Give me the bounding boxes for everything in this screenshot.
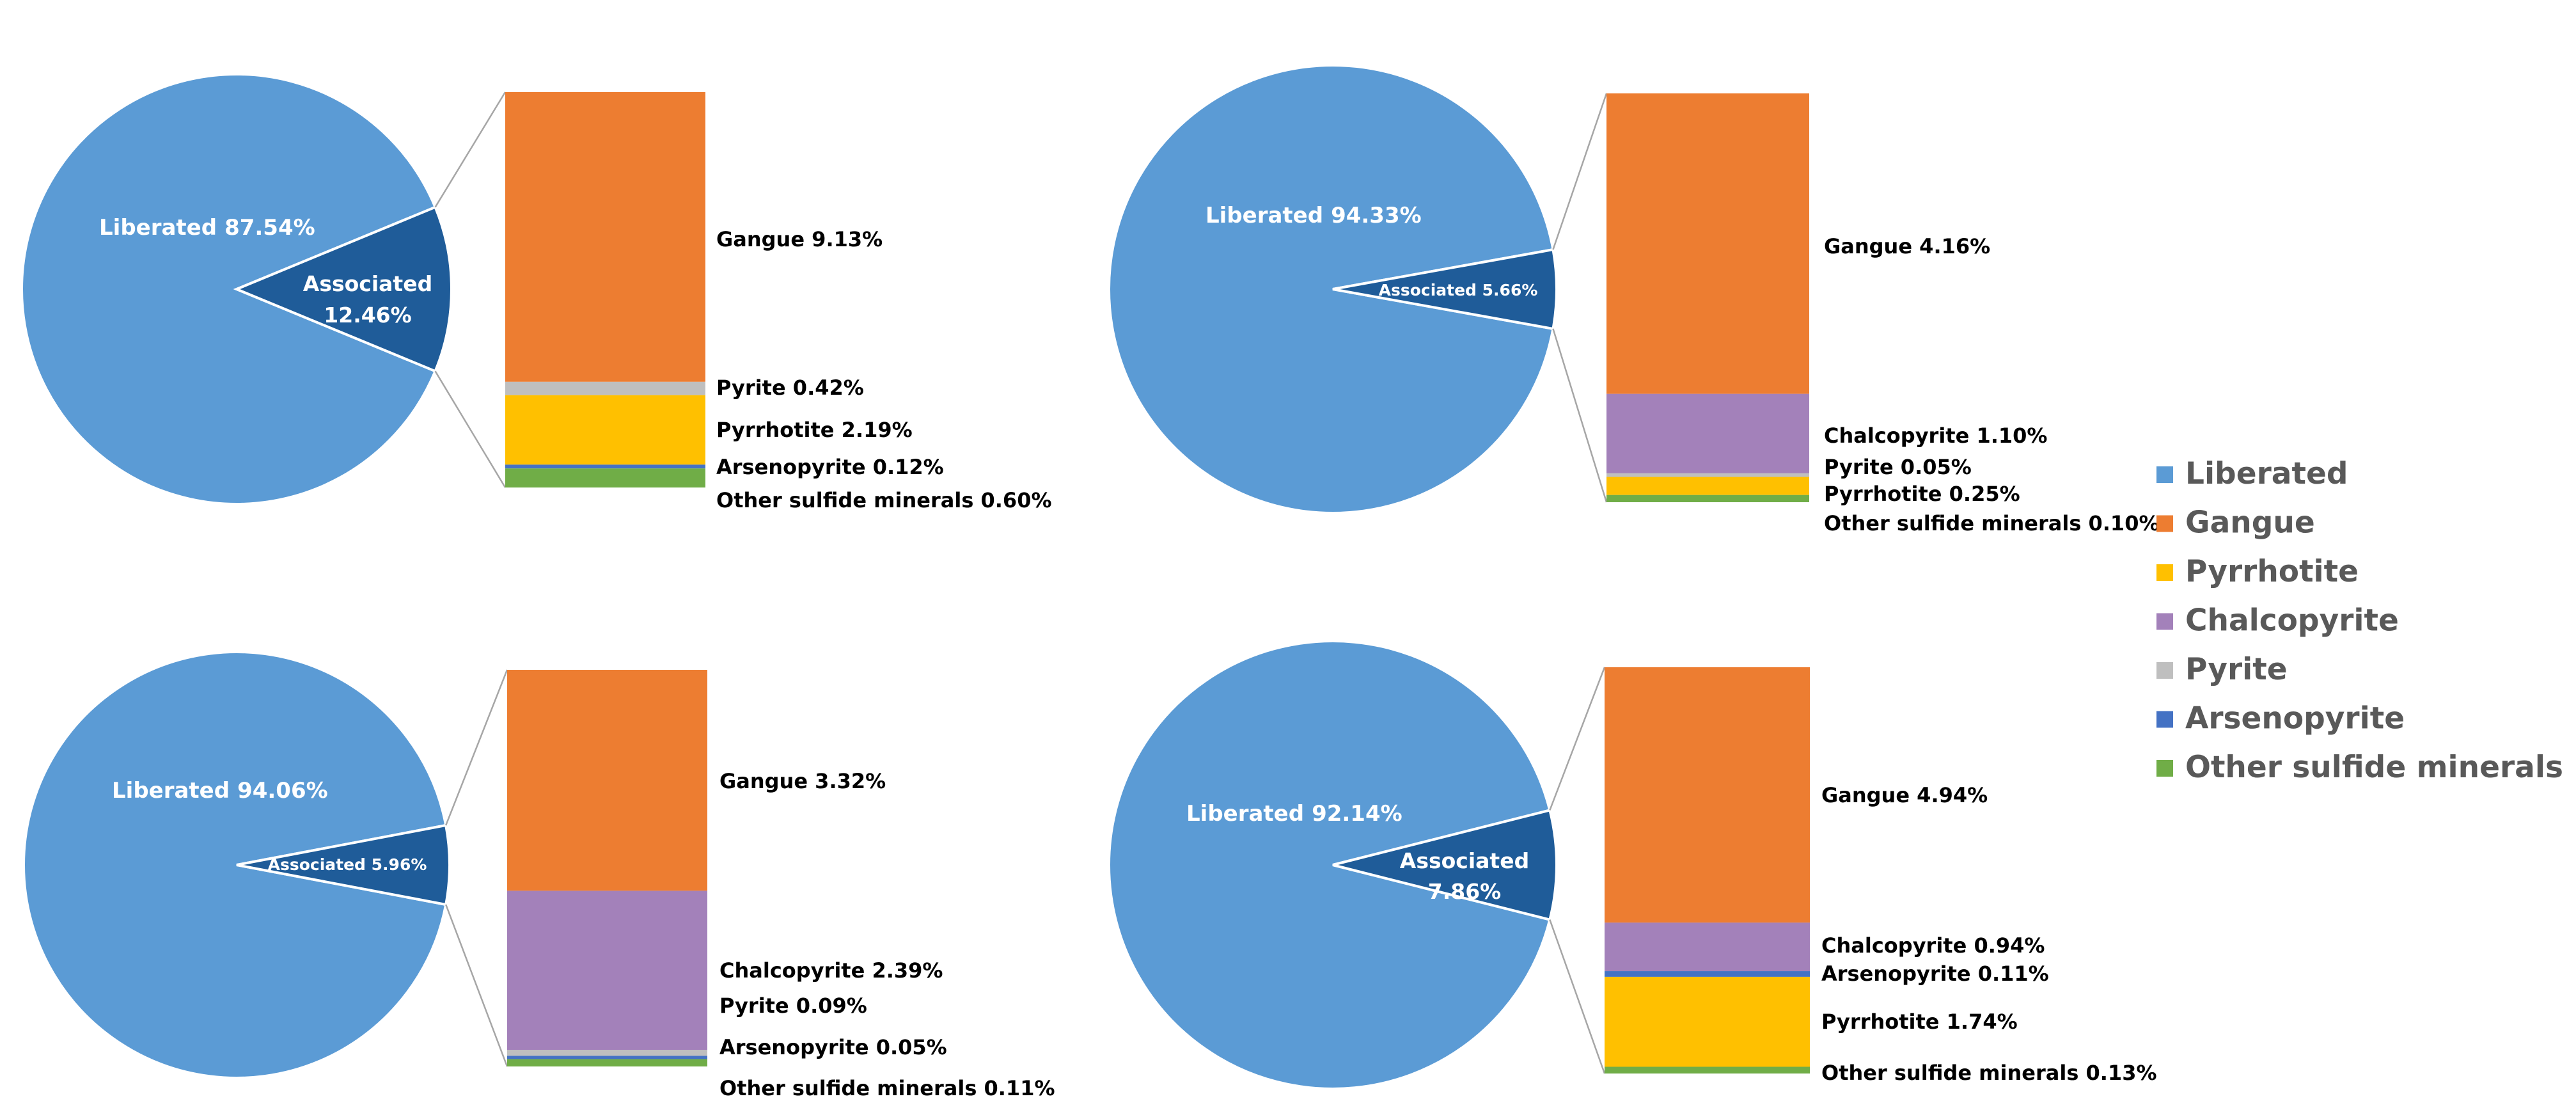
connector-line-bottom: [1549, 919, 1606, 1074]
bar-segment-pyrite: [505, 381, 705, 395]
pie-label-liberated-value: 87.54%: [224, 215, 315, 241]
bar-label-gangue: Gangue 9.13%: [716, 227, 883, 251]
pie-slice-associated: [1332, 248, 1558, 331]
legend-label-liberated: Liberated: [2185, 456, 2348, 491]
legend-swatch-liberated: [2156, 466, 2173, 483]
bar-label-pyrite: Pyrite 0.42%: [716, 376, 864, 400]
legend-label-chalcopyrite: Chalcopyrite: [2185, 603, 2399, 638]
pie-label-liberated: Liberated 92.14%: [1186, 801, 1402, 827]
pie-label-associated: Associated 5.66%: [1379, 281, 1538, 299]
legend-swatch-gangue: [2156, 515, 2173, 532]
pie-slice-associated: [233, 205, 453, 373]
bar-label-other-sulfide-minerals: Other sulfide minerals 0.13%: [1821, 1061, 2157, 1085]
connector-line-bottom: [434, 370, 507, 488]
legend-label-other-sulfide-minerals: Other sulfide minerals: [2185, 750, 2563, 785]
bar-segment-chalcopyrite: [1605, 923, 1810, 972]
connector-line-bottom: [1552, 328, 1608, 503]
pie-label-liberated: Liberated 94.33%: [1206, 203, 1422, 228]
legend-swatch-arsenopyrite: [2156, 711, 2173, 728]
bar-segment-arsenopyrite: [505, 464, 705, 469]
pie-label-liberated-value: 94.06%: [237, 778, 328, 804]
bar-segment-pyrrhotite: [1605, 976, 1810, 1067]
pie-label-associated-value: 12.46%: [324, 303, 411, 328]
bar-label-gangue: Gangue 3.32%: [719, 769, 886, 793]
pie-label-liberated-name: Liberated: [99, 215, 217, 241]
connector-line-top: [434, 91, 507, 208]
bar-segment-arsenopyrite: [1605, 971, 1810, 977]
bar-segment-gangue: [1605, 667, 1810, 923]
bar-segment-chalcopyrite: [1606, 393, 1809, 473]
legend-swatch-pyrrhotite: [2156, 564, 2173, 581]
bar-segment-pyrrhotite: [505, 395, 705, 465]
bar-label-chalcopyrite: Chalcopyrite 2.39%: [719, 958, 943, 983]
bar-segment-other-sulfide-minerals: [1606, 495, 1809, 502]
legend-swatch-other-sulfide-minerals: [2156, 760, 2173, 777]
bar-label-arsenopyrite: Arsenopyrite 0.05%: [719, 1035, 947, 1059]
bar-label-other-sulfide-minerals: Other sulfide minerals 0.60%: [716, 488, 1052, 512]
pie-label-liberated-name: Liberated: [112, 778, 230, 804]
bar-segment-arsenopyrite: [507, 1056, 707, 1059]
legend-swatch-pyrite: [2156, 662, 2173, 679]
bar-segment-pyrrhotite: [1606, 477, 1809, 495]
bar-segment-chalcopyrite: [507, 891, 707, 1050]
connector-line-top: [1549, 667, 1606, 811]
pie-label-liberated: Liberated 94.06%: [112, 778, 328, 804]
legend-label-pyrrhotite: Pyrrhotite: [2185, 554, 2359, 589]
bar-segment-gangue: [507, 670, 707, 891]
bar-label-arsenopyrite: Arsenopyrite 0.11%: [1821, 962, 2049, 986]
bar-label-pyrrhotite: Pyrrhotite 1.74%: [1821, 1010, 2018, 1034]
bar-label-other-sulfide-minerals: Other sulfide minerals 0.10%: [1824, 511, 2160, 535]
bar-segment-pyrite: [507, 1049, 707, 1056]
bar-label-gangue: Gangue 4.94%: [1821, 783, 1988, 807]
bar-label-chalcopyrite: Chalcopyrite 0.94%: [1821, 933, 2045, 958]
bar-segment-pyrite: [1606, 473, 1809, 477]
pie-slice-liberated: [22, 651, 448, 1079]
pie-label-associated-name: Associated: [1400, 848, 1529, 873]
pie-label-liberated-name: Liberated: [1186, 801, 1304, 827]
bar-label-pyrite: Pyrite 0.05%: [1824, 455, 1972, 479]
connector-line-top: [445, 669, 508, 826]
pie-slice-liberated: [20, 73, 437, 505]
pie-label-liberated-value: 92.14%: [1312, 801, 1402, 827]
connector-line-bottom: [445, 904, 508, 1067]
bar-segment-gangue: [505, 92, 705, 382]
bar-label-gangue: Gangue 4.16%: [1824, 234, 1990, 258]
bar-label-other-sulfide-minerals: Other sulfide minerals 0.11%: [719, 1076, 1055, 1100]
bar-segment-other-sulfide-minerals: [505, 468, 705, 487]
pie-label-liberated-value: 94.33%: [1331, 203, 1422, 228]
pie-slice-liberated: [1107, 640, 1551, 1090]
pie-label-associated-value: 7.86%: [1428, 879, 1502, 904]
bar-segment-other-sulfide-minerals: [507, 1059, 707, 1066]
bar-label-arsenopyrite: Arsenopyrite 0.12%: [716, 455, 944, 479]
legend-label-arsenopyrite: Arsenopyrite: [2185, 701, 2405, 736]
pie-label-liberated: Liberated 87.54%: [99, 215, 315, 241]
bar-segment-other-sulfide-minerals: [1605, 1066, 1810, 1073]
legend-label-pyrite: Pyrite: [2185, 652, 2288, 687]
pie-label-associated-name: Associated: [303, 271, 432, 296]
pie-slice-associated: [1332, 809, 1558, 921]
pie-label-associated: Associated 5.96%: [268, 855, 427, 874]
bar-label-pyrite: Pyrite 0.09%: [719, 994, 867, 1018]
bar-segment-gangue: [1606, 93, 1809, 394]
bar-label-pyrrhotite: Pyrrhotite 2.19%: [716, 418, 913, 442]
bar-label-pyrrhotite: Pyrrhotite 0.25%: [1824, 482, 2020, 506]
pie-slice-associated: [236, 823, 451, 907]
connector-line-top: [1552, 93, 1608, 250]
pie-slice-liberated: [1108, 64, 1555, 514]
legend-label-gangue: Gangue: [2185, 505, 2315, 541]
bar-label-chalcopyrite: Chalcopyrite 1.10%: [1824, 424, 2047, 448]
legend-swatch-chalcopyrite: [2156, 613, 2173, 630]
pie-label-liberated-name: Liberated: [1206, 203, 1323, 228]
